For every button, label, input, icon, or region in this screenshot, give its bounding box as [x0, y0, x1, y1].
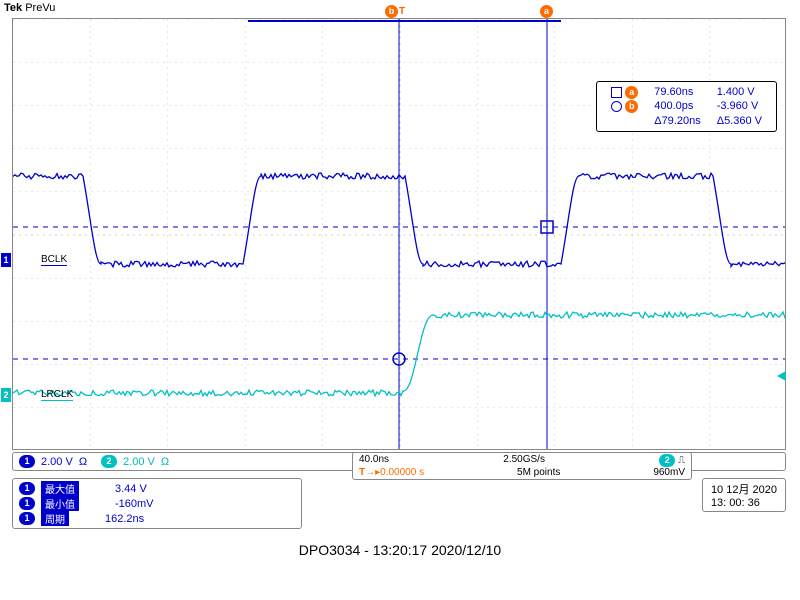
cursor-a-time: 79.60ns	[646, 85, 709, 99]
cursor-delta-volt: Δ5.360 V	[709, 114, 770, 128]
mode-label: PreVu	[25, 2, 55, 14]
cursor-b-row: b 400.0ps -3.960 V	[603, 99, 770, 113]
ch1-scale-value: 2.00 V	[41, 456, 73, 468]
datetime-box: 10 12月 2020 13: 00: 36	[702, 478, 786, 512]
ch1-zero-indicator: 1	[1, 253, 11, 267]
meas-label: 周期	[41, 511, 69, 526]
cursor-b-volt: -3.960 V	[709, 99, 770, 113]
measurement-row: 1 最大值 3.44 V	[19, 481, 295, 496]
measurement-row: 1 最小值 -160mV	[19, 496, 295, 511]
cursor-a-row: a 79.60ns 1.400 V	[603, 85, 770, 99]
circle-icon	[611, 101, 622, 112]
cursor-delta-row: Δ79.20ns Δ5.360 V	[603, 114, 770, 128]
cursor-delta-time: Δ79.20ns	[646, 114, 709, 128]
trigger-source-pill[interactable]: 2	[659, 454, 675, 467]
bottom-info-bar: 1 2.00 V Ω 2 2.00 V Ω 40.0ns 2.50GS/s 2 …	[12, 452, 786, 471]
cursor-b-time: 400.0ps	[646, 99, 709, 113]
trigger-t-label: T	[399, 6, 405, 17]
cursor-b-badge: b	[385, 5, 398, 18]
time-label: 13: 00: 36	[711, 497, 777, 509]
brand-label: Tek	[4, 2, 22, 14]
meas-label: 最小值	[41, 496, 79, 511]
ch2-label: LRCLK	[41, 389, 73, 401]
ch1-coupling: Ω	[79, 456, 87, 468]
trigger-delay[interactable]: T→▸0.00000 s	[359, 467, 424, 478]
header: Tek PreVu	[4, 2, 55, 14]
cursor-a-badge: a	[540, 5, 553, 18]
ch1-scale[interactable]: 1 2.00 V Ω	[19, 455, 87, 468]
meas-ch-pill: 1	[19, 482, 35, 495]
ch2-scale-value: 2.00 V	[123, 456, 155, 468]
meas-value: 3.44 V	[115, 483, 147, 495]
cursor-a-volt: 1.400 V	[709, 85, 770, 99]
meas-value: 162.2ns	[105, 513, 144, 525]
cursor-b-badge-inline: b	[625, 100, 638, 113]
timebase-scale[interactable]: 40.0ns	[359, 454, 389, 467]
trigger-level-indicator[interactable]	[777, 371, 786, 381]
cursor-b-top-marker[interactable]: b T	[385, 5, 405, 18]
ch2-zero-indicator: 2	[1, 388, 11, 402]
footer-caption: DPO3034 - 13:20:17 2020/12/10	[0, 542, 800, 558]
oscilloscope-screen: Tek PreVu 1 BCLK 2 LRCLK b T a a 79.60ns…	[0, 0, 800, 600]
record-points: 5M points	[517, 467, 560, 478]
meas-ch-pill: 1	[19, 497, 35, 510]
ch2-coupling: Ω	[161, 456, 169, 468]
ch2-pill: 2	[101, 455, 117, 468]
date-label: 10 12月 2020	[711, 481, 777, 497]
ch2-scale[interactable]: 2 2.00 V Ω	[101, 455, 169, 468]
meas-value: -160mV	[115, 498, 154, 510]
sample-rate: 2.50GS/s	[503, 454, 545, 467]
meas-label: 最大值	[41, 481, 79, 496]
waveform-graticule[interactable]: 1 BCLK 2 LRCLK b T a a 79.60ns 1.400 V b…	[12, 18, 786, 450]
cursor-a-badge-inline: a	[625, 86, 638, 99]
edge-icon: ⎍	[678, 455, 685, 466]
ch1-pill: 1	[19, 455, 35, 468]
timebase-trigger-bar: 40.0ns 2.50GS/s 2 ⎍ T→▸0.00000 s 5M poin…	[352, 452, 692, 480]
measurements-box: 1 最大值 3.44 V 1 最小值 -160mV 1 周期 162.2ns	[12, 478, 302, 529]
cursor-a-top-marker[interactable]: a	[540, 5, 553, 18]
trigger-level[interactable]: 960mV	[653, 467, 685, 478]
meas-ch-pill: 1	[19, 512, 35, 525]
square-icon	[611, 87, 622, 98]
ch1-label: BCLK	[41, 254, 67, 266]
measurement-row: 1 周期 162.2ns	[19, 511, 295, 526]
cursor-readout-box: a 79.60ns 1.400 V b 400.0ps -3.960 V Δ79…	[596, 81, 777, 132]
